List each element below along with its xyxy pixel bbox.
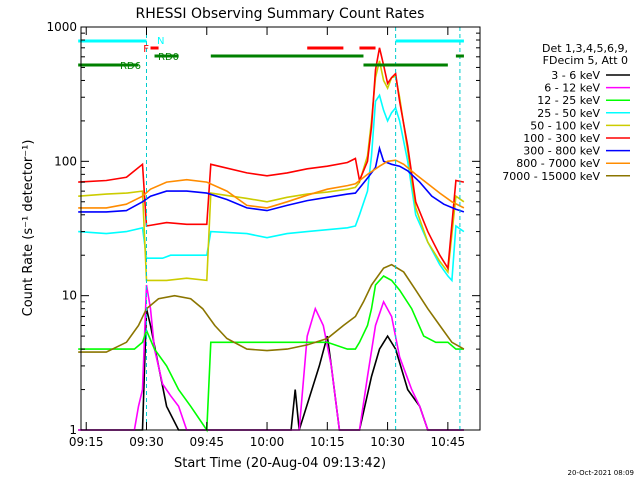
x-tick-label: 09:30 (129, 435, 164, 449)
legend-label-9: 7000 - 15000 keV (502, 170, 600, 183)
legend-label-5: 50 - 100 keV (530, 119, 600, 132)
legend-label-1: 3 - 6 keV (551, 69, 600, 82)
series-line-3 (78, 274, 464, 433)
state-bar-label-n: N (157, 36, 164, 47)
plot-area (78, 27, 465, 433)
legend-label-8: 800 - 7000 keV (516, 157, 600, 170)
footer-date: 20-Oct-2021 08:09 (568, 469, 634, 477)
legend-label-6: 100 - 300 keV (523, 132, 600, 145)
x-axis-label: Start Time (20-Aug-04 09:13:42) (174, 456, 386, 471)
series-line-4 (78, 93, 465, 283)
series-line-7 (78, 145, 465, 213)
x-tick-label: 09:15 (69, 435, 104, 449)
legend-label-7: 300 - 800 keV (523, 145, 600, 158)
legend-label-4: 25 - 50 keV (537, 107, 600, 120)
legend-header-line-2: FDecim 5, Att 0 (543, 54, 628, 67)
legend-label-3: 12 - 25 keV (537, 94, 600, 107)
state-bar-label-rd0: RD0 (158, 52, 179, 63)
chart-title: RHESSI Observing Summary Count Rates (136, 6, 425, 22)
y-tick-label: 10 (62, 289, 77, 303)
series-line-1 (78, 308, 464, 431)
x-tick-label: 09:45 (189, 435, 224, 449)
series-line-2 (78, 284, 464, 431)
y-tick-label: 100 (54, 154, 77, 168)
attenuator-state-bars: NF RD0 RD6 (78, 36, 464, 72)
plot-frame (80, 26, 481, 431)
axes: 1 10 100 1000 09:15 09:30 09:45 10:00 10:15 10:30… (46, 20, 481, 449)
x-tick-label: 10:45 (431, 435, 466, 449)
series-line-6 (78, 47, 465, 271)
legend-label-2: 6 - 12 keV (544, 82, 600, 95)
y-tick-label: 1 (69, 423, 77, 437)
x-tick-label: 10:30 (370, 435, 405, 449)
x-tick-label: 10:15 (310, 435, 345, 449)
y-axis-label: Count Rate (s⁻¹ detector⁻¹) (21, 140, 36, 317)
state-bar-label-f: F (143, 44, 149, 55)
x-tick-label: 10:00 (250, 435, 285, 449)
y-tick-label: 1000 (46, 20, 77, 34)
series-line-8 (78, 159, 465, 209)
legend-header-line-1: Det 1,3,4,5,6,9, (542, 42, 628, 55)
series-line-9 (78, 263, 465, 353)
state-bar-label-rd6: RD6 (120, 61, 141, 72)
